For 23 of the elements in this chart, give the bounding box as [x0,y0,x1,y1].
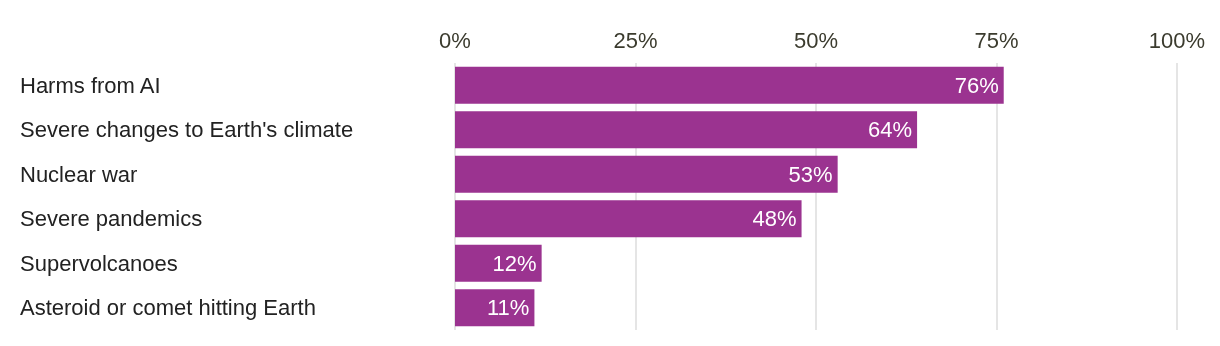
x-tick-label: 50% [793,27,839,53]
data-label: 12% [492,250,537,276]
data-label: 48% [752,206,797,232]
data-label: 11% [487,295,530,321]
y-tick-label: Nuclear war [20,161,138,187]
bar [455,111,918,149]
x-tick-label: 0% [439,27,471,53]
data-label: 64% [868,117,913,143]
y-tick-label: Asteroid or comet hitting Earth [20,295,316,321]
x-tick-label: 25% [613,27,658,53]
y-tick-label: Severe changes to Earth's climate [20,117,354,143]
y-tick-label: Harms from AI [20,72,161,98]
y-tick-label: Supervolcanoes [20,250,178,276]
data-label: 53% [788,161,833,187]
y-tick-label: Severe pandemics [20,206,203,232]
bar [455,66,1004,104]
bar [455,155,838,193]
x-tick-label: 75% [974,27,1019,53]
bar [455,244,542,282]
x-tick-label: 100% [1148,27,1206,53]
bar [455,200,802,238]
data-label: 76% [954,72,999,98]
bar [455,289,535,327]
